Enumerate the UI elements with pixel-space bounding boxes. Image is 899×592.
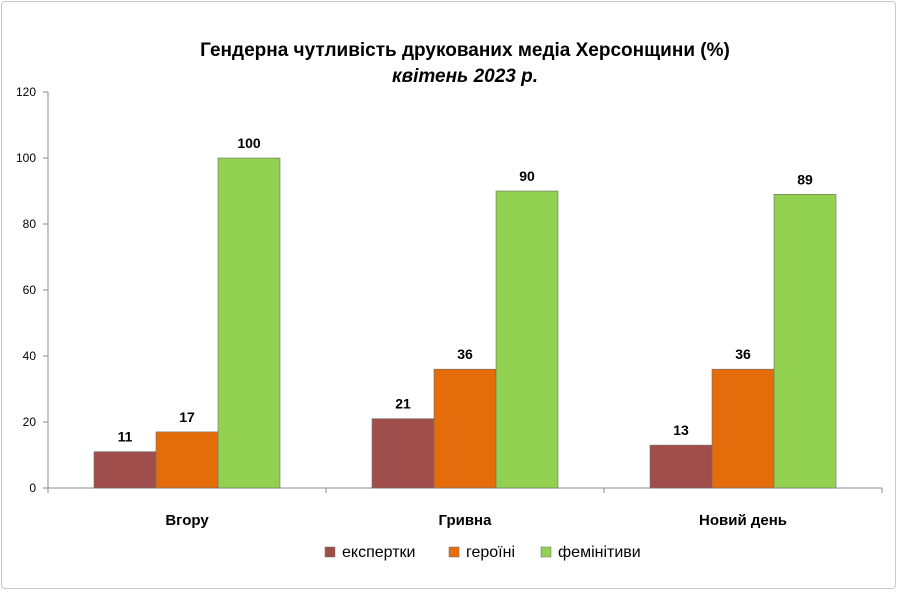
y-tick-label: 60 xyxy=(23,283,37,297)
data-label: 36 xyxy=(457,346,473,362)
y-tick-label: 80 xyxy=(23,217,37,231)
data-label: 17 xyxy=(179,409,195,425)
data-labels: 11 17 100 21 36 90 13 36 89 xyxy=(118,135,813,445)
bar-2-0 xyxy=(217,157,281,489)
x-category-label: Новий день xyxy=(699,512,787,529)
data-label: 100 xyxy=(237,135,261,151)
data-label: 36 xyxy=(735,346,751,362)
legend-swatch xyxy=(448,546,460,558)
bar-2-1 xyxy=(495,190,559,489)
y-tick-label: 40 xyxy=(23,349,37,363)
y-tick-label: 0 xyxy=(29,481,36,495)
bar-2-2 xyxy=(773,194,837,489)
data-label: 21 xyxy=(395,396,411,412)
bar-0-2 xyxy=(649,444,713,489)
bar-0-0 xyxy=(93,451,157,489)
data-label: 90 xyxy=(519,168,535,184)
chart-title: Гендерна чутливість друкованих медіа Хер… xyxy=(200,40,730,61)
bar-1-1 xyxy=(433,368,497,489)
bar-0-1 xyxy=(371,418,435,489)
legend: експертки героїні фемінітиви xyxy=(324,544,641,561)
legend-label: експертки xyxy=(342,544,415,561)
data-label: 13 xyxy=(673,422,689,438)
data-label: 11 xyxy=(118,429,133,445)
data-label: 89 xyxy=(797,171,813,187)
legend-label: героїні xyxy=(466,544,515,561)
x-category-label: Вгору xyxy=(165,512,209,529)
bars xyxy=(93,157,837,489)
chart-subtitle: квітень 2023 р. xyxy=(392,66,538,87)
y-tick-label: 20 xyxy=(23,415,37,429)
legend-swatch xyxy=(324,546,336,558)
bar-1-0 xyxy=(155,431,219,489)
legend-swatch xyxy=(540,546,552,558)
y-tick-label: 100 xyxy=(16,151,36,165)
legend-label: фемінітиви xyxy=(558,544,641,561)
y-tick-label: 120 xyxy=(16,85,36,99)
bar-1-2 xyxy=(711,368,775,489)
x-category-label: Гривна xyxy=(439,512,493,529)
